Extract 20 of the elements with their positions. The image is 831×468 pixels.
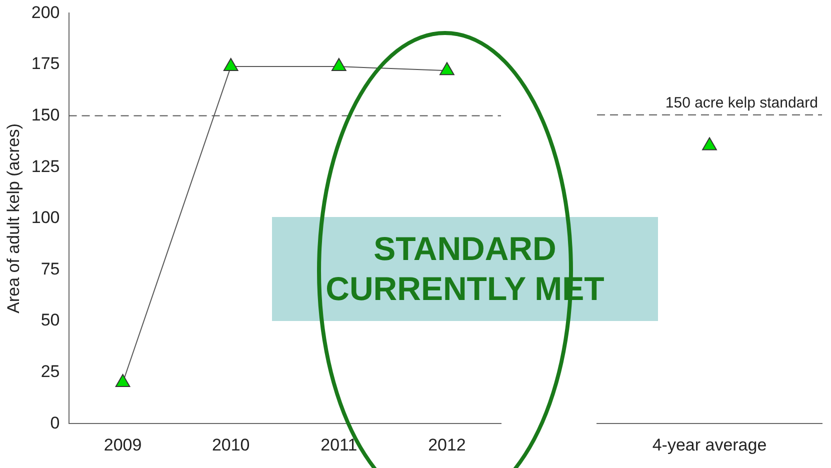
- y-tick-label: 25: [40, 362, 60, 381]
- x-tick-label: 2009: [104, 435, 142, 454]
- y-axis-title: Area of adult kelp (acres): [4, 123, 23, 314]
- x-tick-label: 2012: [428, 435, 466, 454]
- y-tick-label: 150: [31, 105, 60, 124]
- y-tick-label: 200: [31, 2, 60, 22]
- x-tick-label: 4-year average: [652, 435, 767, 454]
- y-tick-label: 75: [40, 259, 60, 278]
- point: [115, 374, 130, 388]
- y-tick-label: 100: [31, 208, 60, 228]
- point: [223, 58, 238, 72]
- x-tick-label: 2010: [212, 435, 250, 454]
- y-tick-label: 50: [40, 310, 60, 330]
- y-tick-label: 125: [31, 156, 60, 176]
- point: [440, 62, 454, 76]
- ref-line-label: 150 acre kelp standard: [665, 94, 818, 112]
- y-tick-label: 175: [31, 54, 60, 74]
- x-tick-label: 2011: [320, 435, 358, 454]
- y-tick-label: 0: [50, 413, 60, 432]
- point: [331, 58, 346, 72]
